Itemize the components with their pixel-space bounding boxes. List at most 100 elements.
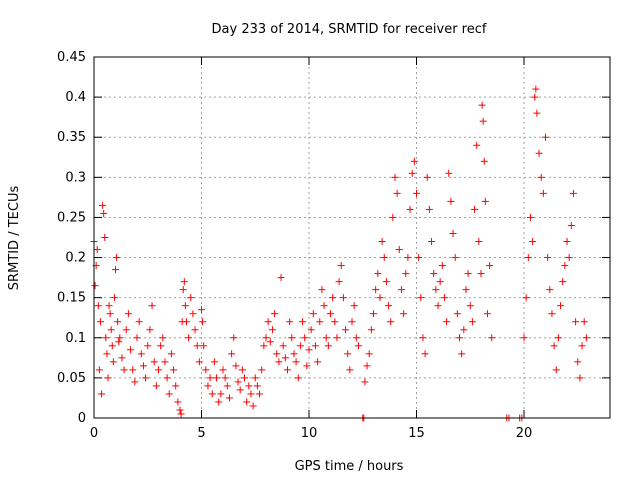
data-points xyxy=(90,85,590,422)
data-point xyxy=(301,334,309,342)
data-point xyxy=(91,282,99,290)
data-point xyxy=(456,334,463,342)
data-point xyxy=(468,318,476,326)
data-point xyxy=(198,306,205,314)
data-point xyxy=(486,262,494,270)
data-point xyxy=(322,334,330,342)
data-point xyxy=(124,310,132,318)
data-point xyxy=(109,358,117,366)
data-point xyxy=(277,274,285,282)
data-point xyxy=(103,350,111,358)
y-tick-label: 0.15 xyxy=(57,291,86,306)
data-point xyxy=(572,318,580,326)
data-point xyxy=(548,310,556,318)
data-point xyxy=(167,350,175,358)
data-point xyxy=(335,278,343,286)
data-point xyxy=(114,318,122,326)
data-point xyxy=(404,254,412,262)
data-point xyxy=(129,366,137,374)
data-point xyxy=(189,310,197,318)
chart-title: Day 233 of 2014, SRMTID for receiver rec… xyxy=(212,22,487,37)
y-tick-label: 0.2 xyxy=(65,251,86,266)
data-point xyxy=(174,398,182,406)
data-point xyxy=(249,402,257,410)
y-tick-label: 0.05 xyxy=(57,371,86,386)
data-point xyxy=(176,406,184,414)
data-point xyxy=(99,201,107,209)
data-point xyxy=(292,358,300,366)
data-point xyxy=(554,334,562,342)
data-point xyxy=(532,85,540,93)
data-point xyxy=(380,254,388,262)
data-point xyxy=(144,342,152,350)
data-point xyxy=(413,189,420,197)
data-point xyxy=(561,262,569,270)
data-point xyxy=(102,334,110,342)
data-point xyxy=(208,390,216,398)
data-point xyxy=(163,374,171,382)
data-point xyxy=(181,302,189,310)
data-point xyxy=(550,342,558,350)
y-tick-label: 0.35 xyxy=(57,130,86,145)
data-point xyxy=(288,334,296,342)
data-point xyxy=(195,358,203,366)
data-point xyxy=(425,205,433,213)
data-point xyxy=(268,326,276,334)
data-point xyxy=(93,246,101,254)
data-point xyxy=(576,374,584,382)
x-tick-label: 5 xyxy=(197,426,205,441)
data-point xyxy=(419,334,427,342)
data-point xyxy=(417,294,425,302)
data-point xyxy=(483,310,491,318)
data-point xyxy=(286,318,294,326)
data-point xyxy=(210,358,218,366)
data-point xyxy=(290,350,298,358)
data-point xyxy=(378,238,386,246)
data-point xyxy=(170,366,178,374)
data-point xyxy=(223,382,231,390)
data-point xyxy=(524,254,532,262)
data-point xyxy=(329,294,337,302)
data-point xyxy=(354,342,362,350)
data-point xyxy=(331,318,339,326)
data-point xyxy=(478,101,486,109)
data-point xyxy=(342,326,350,334)
data-point xyxy=(438,262,446,270)
data-point xyxy=(542,133,549,141)
data-point xyxy=(421,350,429,358)
data-point xyxy=(537,173,545,181)
data-point xyxy=(361,378,369,386)
data-point xyxy=(428,238,436,246)
data-point xyxy=(299,318,307,326)
data-point xyxy=(232,362,240,370)
data-point xyxy=(275,358,283,366)
data-point xyxy=(389,213,397,221)
data-point xyxy=(344,350,352,358)
data-point xyxy=(120,366,128,374)
data-point xyxy=(127,346,135,354)
data-point xyxy=(110,294,118,302)
data-point xyxy=(215,398,223,406)
data-point xyxy=(432,286,440,294)
data-point xyxy=(365,350,373,358)
data-point xyxy=(533,109,541,117)
data-point xyxy=(445,169,453,177)
data-point xyxy=(202,366,210,374)
data-point xyxy=(217,390,225,398)
data-point xyxy=(447,197,455,205)
data-point xyxy=(225,394,233,402)
data-point xyxy=(479,117,487,125)
data-point xyxy=(98,390,106,398)
data-point xyxy=(95,366,103,374)
data-point xyxy=(115,338,123,346)
data-point xyxy=(382,278,390,286)
data-point xyxy=(539,189,547,197)
data-point xyxy=(294,374,302,382)
data-point xyxy=(559,278,567,286)
data-point xyxy=(122,326,130,334)
x-axis-label: GPS time / hours xyxy=(295,459,404,474)
data-point xyxy=(251,374,259,382)
data-point xyxy=(150,358,158,366)
data-point xyxy=(544,254,552,262)
data-point xyxy=(480,157,488,165)
